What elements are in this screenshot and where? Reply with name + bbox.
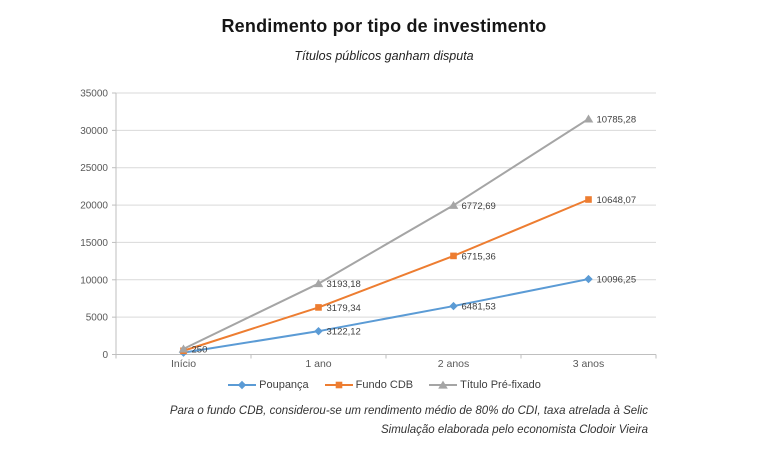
legend-label-poupanca: Poupança — [259, 379, 309, 391]
data-label-fundo-cdb: 3179,34 — [327, 303, 361, 314]
series-poupanca: 3122,12 6481,53 10096,25 — [179, 275, 636, 357]
data-label-poupanca: 10096,25 — [597, 275, 637, 286]
data-label-fundo-cdb: 6715,36 — [462, 251, 496, 262]
chart-title: Rendimento por tipo de investimento — [221, 16, 547, 36]
y-axis-label: 25000 — [80, 163, 108, 174]
y-axis-label: 10000 — [80, 275, 108, 286]
legend-swatch-square-icon — [324, 381, 353, 389]
footnote-cdb-assumption: Para o fundo CDB, considerou-se um rendi… — [169, 405, 648, 417]
x-axis-label-3-anos: 3 anos — [573, 358, 605, 370]
series-line-fundo-cdb — [183, 198, 589, 352]
series-fundo-cdb: 3179,34 6715,36 10648,07 — [180, 195, 637, 355]
data-label-titulo-pre-fixado: 250 — [192, 344, 208, 355]
data-label-titulo-pre-fixado: 10785,28 — [597, 114, 637, 125]
marker-square — [335, 381, 342, 389]
marker-triangle — [583, 114, 594, 123]
marker-square — [585, 196, 592, 203]
legend-item-fundo-cdb: Fundo CDB — [324, 379, 413, 391]
marker-diamond — [449, 301, 458, 311]
marker-triangle — [178, 344, 189, 353]
y-axis-label: 5000 — [86, 313, 109, 324]
marker-triangle — [448, 200, 459, 209]
marker-square — [315, 304, 322, 311]
chart-footnotes: Para o fundo CDB, considerou-se um rendi… — [170, 402, 648, 439]
marker-diamond — [584, 274, 593, 284]
legend-swatch-diamond-icon — [228, 380, 257, 390]
legend-label-titulo-pre-fixado: Título Pré-fixado — [460, 379, 541, 391]
y-axis-label: 35000 — [80, 89, 108, 100]
marker-diamond — [179, 348, 188, 357]
marker-diamond — [237, 380, 247, 390]
footnote-author: Simulação elaborada pelo economista Clod… — [381, 423, 648, 436]
marker-square — [180, 347, 187, 355]
y-axis-label: 20000 — [80, 201, 108, 212]
data-label-poupanca: 6481,53 — [462, 302, 496, 313]
data-label-titulo-pre-fixado: 6772,69 — [462, 201, 496, 212]
legend-label-fundo-cdb: Fundo CDB — [355, 379, 414, 391]
chart-subtitle: Títulos públicos ganham disputa — [294, 49, 474, 63]
series-line-titulo-pre-fixado — [183, 118, 590, 350]
y-axis-label: 0 — [102, 350, 108, 361]
chart-legend: Poupança Fundo CDB Título Pré-fixado — [0, 379, 768, 391]
series-line-poupanca — [183, 278, 589, 354]
legend-item-poupanca: Poupança — [227, 379, 309, 391]
marker-triangle — [313, 279, 324, 288]
data-label-titulo-pre-fixado: 3193,18 — [327, 279, 361, 290]
y-axis-label: 30000 — [80, 126, 108, 137]
series-titulo-pre-fixado: 250 3193,18 6772,69 10785,28 — [178, 114, 637, 355]
marker-square — [450, 252, 457, 260]
y-axis-label: 15000 — [80, 238, 108, 249]
x-axis-label-2-anos: 2 anos — [438, 358, 470, 370]
marker-triangle — [438, 380, 448, 389]
data-label-poupanca: 3122,12 — [327, 327, 361, 338]
x-axis-label-inicio: Início — [171, 358, 196, 370]
data-label-fundo-cdb: 10648,07 — [597, 195, 637, 206]
legend-swatch-triangle-icon — [429, 380, 458, 389]
marker-diamond — [314, 326, 323, 336]
legend-item-titulo-pre-fixado: Título Pré-fixado — [428, 379, 541, 391]
x-axis-label-1-ano: 1 ano — [305, 358, 331, 370]
